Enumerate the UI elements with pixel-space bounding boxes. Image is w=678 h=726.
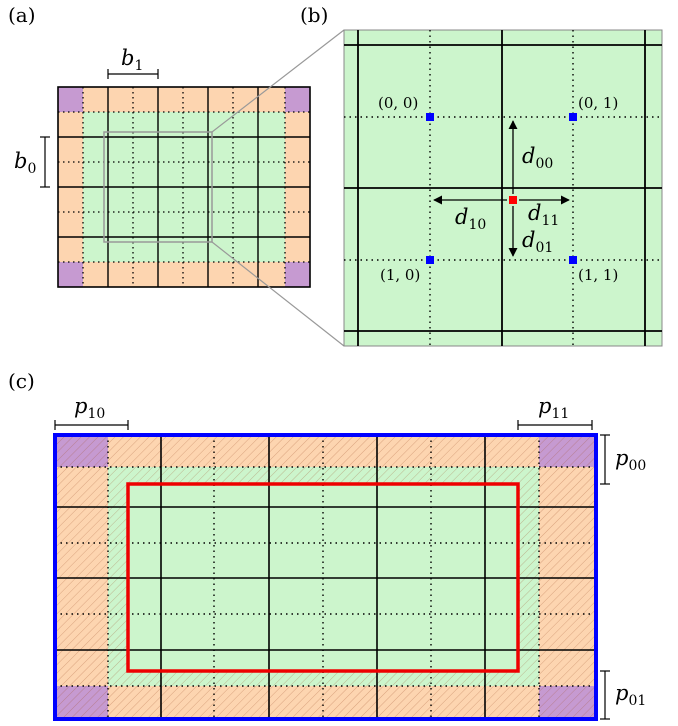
corner-label-11: (1, 1) xyxy=(578,266,618,284)
d11-label: d11 xyxy=(528,201,559,229)
p01-bracket xyxy=(600,670,610,720)
d01-label: d01 xyxy=(522,228,553,256)
panel-c: (c) xyxy=(8,369,646,721)
panel-b-solid-grid xyxy=(344,30,662,346)
corner-point-01 xyxy=(569,113,577,121)
p01-label: p01 xyxy=(615,681,646,709)
corner-point-10 xyxy=(426,256,434,264)
zoom-connectors xyxy=(211,29,345,347)
d00-label: d00 xyxy=(522,144,553,172)
panel-a-outline xyxy=(57,86,311,288)
panel-b-label: (b) xyxy=(300,3,328,27)
corner-label-00: (0, 0) xyxy=(378,94,418,112)
b1-label: b1 xyxy=(121,46,143,74)
corner-label-10: (1, 0) xyxy=(380,266,420,284)
distance-arrows xyxy=(433,120,570,257)
panel-c-label: (c) xyxy=(8,369,35,393)
panel-c-outer-border xyxy=(53,433,598,721)
corner-label-01: (0, 1) xyxy=(578,94,618,112)
b0-label: b0 xyxy=(14,149,36,177)
b0-bracket xyxy=(40,136,50,188)
panel-a-corner-br xyxy=(285,262,310,287)
corner-point-11 xyxy=(569,256,577,264)
panel-c-interior xyxy=(108,467,539,686)
panel-a-corner-tr xyxy=(285,87,310,112)
b1-bracket xyxy=(107,69,159,79)
panel-a-zoom-region xyxy=(103,131,213,243)
center-point xyxy=(509,196,517,204)
d10-label: d10 xyxy=(455,205,486,233)
p11-label: p11 xyxy=(538,394,569,422)
p10-label: p10 xyxy=(74,394,105,422)
panel-a-corner-tl xyxy=(58,87,83,112)
panel-a-corner-bl xyxy=(58,262,83,287)
p11-bracket xyxy=(517,420,593,430)
corner-point-00 xyxy=(426,113,434,121)
panel-c-crop-border xyxy=(126,482,520,673)
panel-b: (b) xyxy=(300,3,663,347)
p00-bracket xyxy=(600,434,610,485)
panel-a: (a) xyxy=(8,3,311,288)
p00-label: p00 xyxy=(615,446,646,474)
panel-b-dotted-grid xyxy=(344,30,662,346)
p10-bracket xyxy=(54,420,129,430)
panel-a-solid-grid xyxy=(58,87,310,287)
panel-a-label: (a) xyxy=(8,3,36,27)
